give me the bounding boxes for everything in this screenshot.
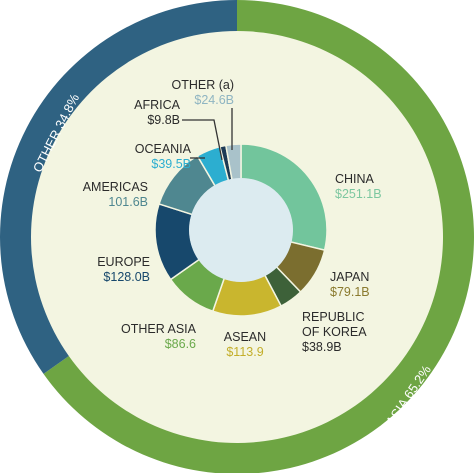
value-label: $86.6 <box>164 337 196 351</box>
value-label: $24.6B <box>194 93 234 107</box>
value-label: $38.9B <box>302 340 342 354</box>
category-name: OTHER ASIA <box>120 322 196 336</box>
donut-center <box>189 178 293 282</box>
category-name: CHINA <box>335 172 374 186</box>
segment-label: JAPAN $79.1B <box>330 270 370 300</box>
category-name: AFRICA <box>134 98 180 112</box>
value-label: 101.6B <box>108 195 148 209</box>
value-label: $9.8B <box>147 113 180 127</box>
segment-label: EUROPE $128.0B <box>97 255 150 285</box>
value-label: $39.5B <box>151 157 191 171</box>
leader-line <box>182 119 223 161</box>
value-label: $251.1B <box>335 187 382 201</box>
segment-label: AFRICA $9.8B <box>134 98 180 128</box>
value-label: $113.9 <box>226 345 264 359</box>
segment-label: CHINA $251.1B <box>335 172 382 202</box>
segment-label: REPUBLIC OF KOREA $38.9B <box>302 310 384 355</box>
segment-label: OTHER ASIA $86.6 <box>121 322 196 352</box>
category-name: AMERICAS <box>82 180 148 194</box>
category-name: ASEAN <box>223 330 267 344</box>
value-label: $128.0B <box>103 270 150 284</box>
category-name: REPUBLIC OF KOREA <box>302 310 367 339</box>
category-name: JAPAN <box>330 270 370 284</box>
category-name: EUROPE <box>97 255 150 269</box>
segment-label: OTHER (a) $24.6B <box>172 78 235 108</box>
leader-lines <box>182 108 233 161</box>
category-name: OTHER (a) <box>171 78 235 92</box>
segment-label: OCEANIA $39.5B <box>135 142 191 172</box>
category-name: OCEANIA <box>134 142 191 156</box>
ring-segment <box>0 0 237 374</box>
value-label: $79.1B <box>330 285 370 299</box>
segment-label: ASEAN $113.9 <box>215 330 275 360</box>
segment-label: AMERICAS 101.6B <box>83 180 148 210</box>
